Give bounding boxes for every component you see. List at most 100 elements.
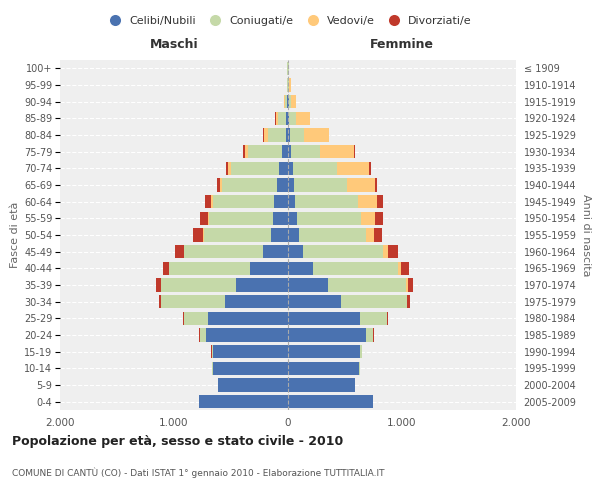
- Bar: [206, 328, 288, 342]
- Bar: [285, 95, 287, 108]
- Bar: [388, 245, 398, 258]
- Bar: [288, 112, 289, 125]
- Bar: [288, 162, 293, 175]
- Text: Popolazione per età, sesso e stato civile - 2010: Popolazione per età, sesso e stato civil…: [12, 435, 343, 448]
- Bar: [184, 245, 263, 258]
- Bar: [279, 162, 288, 175]
- Bar: [288, 378, 355, 392]
- Bar: [288, 195, 295, 208]
- Bar: [299, 228, 365, 241]
- Bar: [226, 295, 288, 308]
- Bar: [193, 228, 203, 241]
- Text: Maschi: Maschi: [149, 38, 199, 51]
- Bar: [213, 345, 288, 358]
- Bar: [383, 245, 388, 258]
- Bar: [212, 345, 213, 358]
- Bar: [203, 228, 271, 241]
- Bar: [288, 228, 299, 241]
- Bar: [289, 95, 290, 108]
- Bar: [288, 345, 361, 358]
- Bar: [183, 312, 184, 325]
- Bar: [286, 112, 288, 125]
- Bar: [288, 178, 294, 192]
- Bar: [213, 195, 274, 208]
- Bar: [231, 162, 279, 175]
- Bar: [288, 95, 289, 108]
- Bar: [290, 95, 296, 108]
- Bar: [369, 162, 371, 175]
- Bar: [303, 245, 383, 258]
- Bar: [250, 262, 288, 275]
- Bar: [205, 195, 211, 208]
- Bar: [407, 295, 410, 308]
- Bar: [294, 178, 347, 192]
- Bar: [277, 178, 288, 192]
- Bar: [296, 112, 310, 125]
- Bar: [163, 262, 169, 275]
- Bar: [320, 145, 355, 158]
- Bar: [288, 278, 328, 291]
- Bar: [289, 112, 296, 125]
- Bar: [268, 128, 286, 141]
- Bar: [288, 312, 360, 325]
- Y-axis label: Fasce di età: Fasce di età: [10, 202, 20, 268]
- Text: Femmine: Femmine: [370, 38, 434, 51]
- Bar: [347, 178, 374, 192]
- Bar: [295, 195, 358, 208]
- Bar: [236, 278, 288, 291]
- Bar: [184, 312, 208, 325]
- Bar: [288, 245, 303, 258]
- Bar: [213, 362, 288, 375]
- Bar: [223, 178, 277, 192]
- Bar: [304, 128, 329, 141]
- Bar: [313, 262, 398, 275]
- Bar: [377, 195, 383, 208]
- Bar: [374, 178, 377, 192]
- Bar: [199, 395, 288, 408]
- Bar: [290, 128, 304, 141]
- Bar: [284, 95, 285, 108]
- Bar: [374, 228, 382, 241]
- Bar: [365, 228, 374, 241]
- Bar: [296, 212, 361, 225]
- Bar: [398, 262, 401, 275]
- Bar: [283, 145, 288, 158]
- Bar: [287, 95, 288, 108]
- Bar: [375, 212, 383, 225]
- Bar: [156, 278, 161, 291]
- Bar: [361, 212, 375, 225]
- Bar: [264, 128, 268, 141]
- Bar: [288, 145, 291, 158]
- Bar: [293, 162, 337, 175]
- Bar: [406, 278, 408, 291]
- Text: COMUNE DI CANTÙ (CO) - Dati ISTAT 1° gennaio 2010 - Elaborazione TUTTITALIA.IT: COMUNE DI CANTÙ (CO) - Dati ISTAT 1° gen…: [12, 468, 385, 478]
- Bar: [209, 212, 273, 225]
- Bar: [169, 262, 250, 275]
- Bar: [288, 128, 290, 141]
- Bar: [274, 195, 288, 208]
- Bar: [278, 112, 286, 125]
- Bar: [175, 245, 184, 258]
- Y-axis label: Anni di nascita: Anni di nascita: [581, 194, 590, 276]
- Bar: [328, 278, 406, 291]
- Bar: [263, 245, 288, 258]
- Bar: [271, 228, 288, 241]
- Bar: [244, 145, 245, 158]
- Bar: [226, 162, 229, 175]
- Bar: [161, 295, 226, 308]
- Bar: [220, 178, 223, 192]
- Bar: [288, 262, 313, 275]
- Bar: [288, 328, 365, 342]
- Bar: [248, 145, 283, 158]
- Bar: [208, 312, 288, 325]
- Bar: [211, 195, 213, 208]
- Bar: [401, 262, 409, 275]
- Bar: [289, 78, 290, 92]
- Bar: [229, 162, 231, 175]
- Bar: [286, 128, 288, 141]
- Bar: [365, 328, 373, 342]
- Bar: [341, 295, 407, 308]
- Bar: [217, 178, 220, 192]
- Bar: [275, 112, 278, 125]
- Bar: [200, 328, 206, 342]
